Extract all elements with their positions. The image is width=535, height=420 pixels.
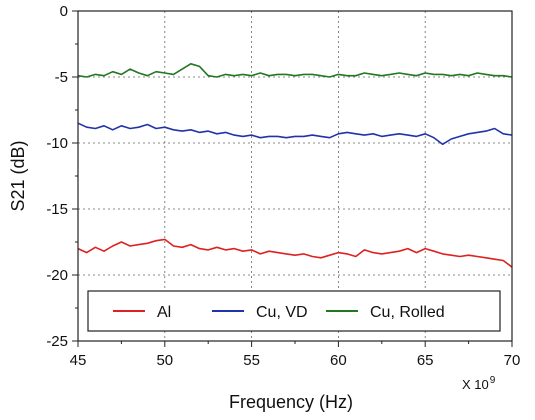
x-tick-label: 65 <box>417 352 434 369</box>
x-tick-label: 70 <box>504 352 521 369</box>
x-tick-label: 60 <box>330 352 347 369</box>
x-tick-label: 45 <box>70 352 87 369</box>
x-tick-label: 50 <box>156 352 173 369</box>
legend-box <box>87 290 501 332</box>
series-line-cu-vd <box>77 122 513 146</box>
series-group <box>77 63 513 268</box>
grid <box>78 11 512 341</box>
x-axis-title: Frequency (Hz) <box>229 392 353 412</box>
series-line-al <box>77 238 513 268</box>
series-line-cu-rolled <box>77 63 513 78</box>
legend-label: Cu, VD <box>256 304 308 321</box>
y-axis-title: S21 (dB) <box>8 140 28 211</box>
x-tick-label: 55 <box>243 352 260 369</box>
legend-label: Al <box>157 304 171 321</box>
x-axis-multiplier: X 109 <box>462 375 496 392</box>
y-tick-label: -15 <box>46 201 68 218</box>
y-tick-label: 0 <box>60 3 68 20</box>
y-tick-label: -5 <box>55 69 68 86</box>
legend: Al Cu, VD Cu, Rolled <box>87 290 501 332</box>
y-tick-label: -10 <box>46 135 68 152</box>
y-tick-label: -20 <box>46 267 68 284</box>
legend-label: Cu, Rolled <box>370 304 445 321</box>
y-tick-label: -25 <box>46 333 68 350</box>
x-axis-multiplier-base: X 10 <box>462 377 489 392</box>
axis-ticks: -25 -20 -15 -10 -5 0 45 50 55 60 65 70 <box>46 3 520 369</box>
x-axis-multiplier-exponent: 9 <box>490 375 496 386</box>
